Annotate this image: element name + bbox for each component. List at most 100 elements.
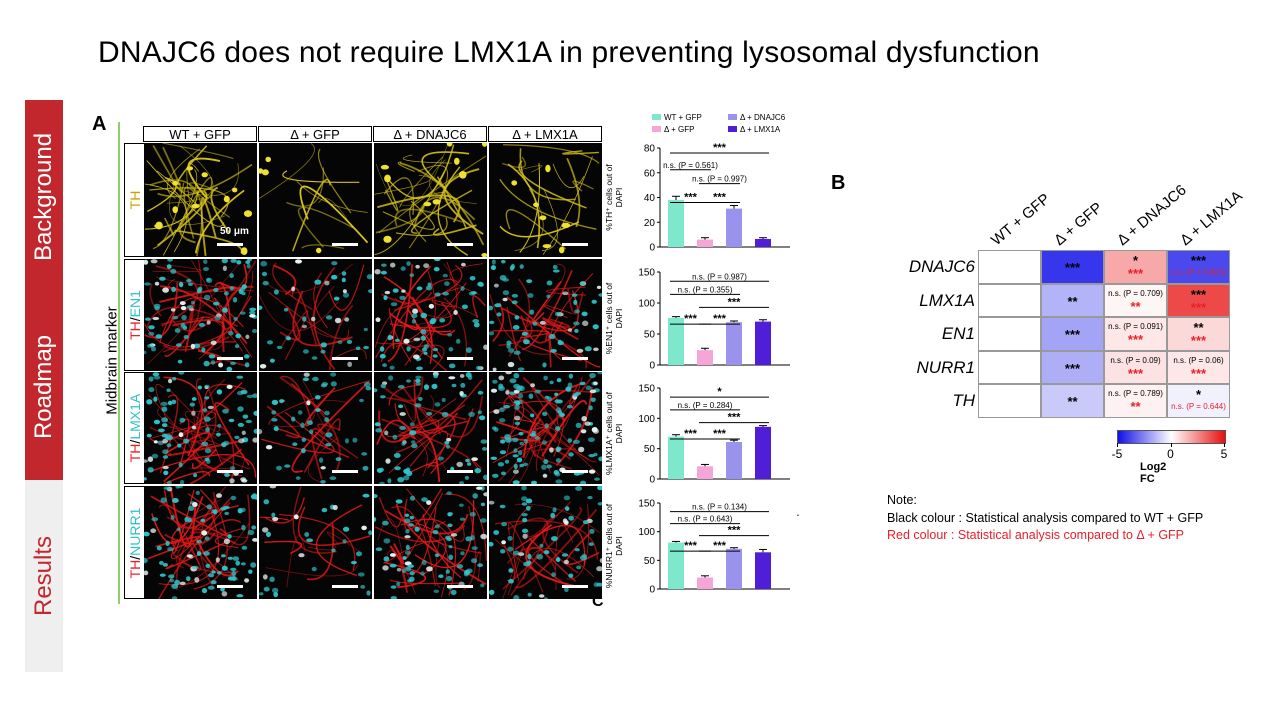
significance-label: *** <box>713 191 727 203</box>
heatmap-cell: *** <box>1041 317 1104 351</box>
panel-b-letter: B <box>831 172 846 194</box>
heatmap-cell: *** *** <box>1167 283 1230 317</box>
scale-bar <box>332 357 358 360</box>
colorbar-tick <box>1170 443 1172 447</box>
microscopy-texture <box>259 372 372 484</box>
heatmap-cell <box>978 384 1041 418</box>
side-tab-label: Roadmap <box>30 334 57 439</box>
heatmap-cell: *** n.s. (P = 0.803) <box>1167 250 1230 284</box>
slide-title: DNAJC6 does not require LMX1A in prevent… <box>98 36 1040 69</box>
y-tick-label: 0 <box>649 585 655 596</box>
y-tick-label: 50 <box>644 444 656 455</box>
microscopy-texture <box>374 143 487 257</box>
scale-bar <box>217 470 243 473</box>
significance-label: n.s. (P = 0.284) <box>678 401 733 410</box>
microscopy-image <box>489 372 602 484</box>
microscopy-image <box>259 486 372 599</box>
heatmap-red-label: *** <box>1190 365 1207 381</box>
microscopy-texture <box>144 372 257 484</box>
row-label-text: TH/LMX1A <box>126 393 143 463</box>
microscopy-texture <box>259 259 372 371</box>
column-header: Δ + GFP <box>258 126 372 142</box>
microscopy-image <box>374 259 487 371</box>
significance-label: * <box>717 386 722 398</box>
side-tab-roadmap[interactable]: Roadmap <box>25 293 63 480</box>
heatmap-cell <box>978 283 1041 317</box>
column-header: Δ + DNAJC6 <box>373 126 487 142</box>
bar <box>668 317 684 365</box>
legend-entry: Δ + LMX1A <box>740 125 781 134</box>
y-tick-label: 150 <box>638 268 655 279</box>
heatmap-red-label: *** <box>1127 365 1144 381</box>
significance-label: *** <box>713 540 727 552</box>
microscopy-texture <box>489 259 602 371</box>
significance-label: n.s. (P = 0.643) <box>678 515 733 524</box>
heatmap-black-label: n.s. (P = 0.789) <box>1108 389 1163 398</box>
colorbar-tick-label: 5 <box>1220 447 1228 461</box>
note-title: Note: <box>887 493 917 507</box>
side-tab-results[interactable]: Results <box>25 480 63 672</box>
colorbar-tick <box>1117 443 1118 447</box>
heatmap-black-label: *** <box>1064 360 1081 376</box>
microscopy-image <box>489 486 602 599</box>
scale-bar <box>447 470 473 473</box>
microscopy-image <box>144 372 257 484</box>
scale-bar <box>562 357 588 360</box>
side-tab-background[interactable]: Background <box>25 100 63 293</box>
heatmap-row-label: LMX1A <box>919 290 975 310</box>
heatmap-cell: ** <box>1041 384 1104 418</box>
microscopy-texture <box>489 372 602 484</box>
scale-bar <box>217 357 243 360</box>
row-label-text: TH/EN1 <box>126 290 143 340</box>
microscopy-image <box>489 143 602 257</box>
y-tick-label: 100 <box>638 414 655 425</box>
bar <box>668 199 684 247</box>
side-tab-label: Background <box>30 132 57 261</box>
significance-label: *** <box>684 540 698 552</box>
significance-label: *** <box>684 313 698 325</box>
colorbar <box>1117 430 1226 444</box>
microscopy-texture <box>374 486 487 599</box>
panel-a-green-rule <box>118 122 120 604</box>
y-tick-label: 80 <box>644 144 656 155</box>
legend-swatch <box>728 114 737 120</box>
bar <box>726 548 742 589</box>
significance-label: *** <box>713 313 727 325</box>
panel-c-letter-cropped: C <box>592 598 604 606</box>
colorbar-tick-label: -5 <box>1111 447 1123 461</box>
bar <box>697 239 713 247</box>
y-axis-label: %LMX1A⁺ cells out ofDAPI <box>604 391 624 475</box>
scale-bar <box>217 243 243 246</box>
bar <box>697 350 713 365</box>
heatmap-cell: n.s. (P = 0.709) ** <box>1104 283 1167 317</box>
scale-bar <box>562 243 588 246</box>
bar <box>755 426 771 479</box>
scale-bar <box>447 357 473 360</box>
microscopy-texture <box>259 486 372 598</box>
heatmap-red-label: *** <box>1127 266 1144 281</box>
heatmap-column-header: Δ + DNAJC6 <box>1114 181 1190 250</box>
bar <box>726 208 742 247</box>
heatmap-black-label: n.s. (P = 0.09) <box>1110 355 1161 365</box>
bar <box>755 238 771 247</box>
heatmap-red-label: *** <box>1190 333 1207 348</box>
heatmap-red-label: n.s. (P = 0.644) <box>1171 402 1226 411</box>
heatmap-cell: ** *** <box>1167 317 1230 351</box>
legend-swatch <box>652 126 661 132</box>
significance-label: n.s. (P = 0.355) <box>678 285 733 294</box>
legend-entry: WT + GFP <box>664 113 702 122</box>
heatmap-red-label: ** <box>1130 298 1141 314</box>
heatmap-cell: * n.s. (P = 0.644) <box>1167 384 1230 418</box>
heatmap-red-label: *** <box>1127 332 1144 347</box>
y-tick-label: 40 <box>644 193 656 204</box>
significance-label: *** <box>684 428 698 440</box>
bar <box>668 436 684 479</box>
significance-label: *** <box>728 296 742 308</box>
heatmap-black-label: ** <box>1067 293 1078 309</box>
microscopy-texture <box>259 143 369 254</box>
panel-a-letter: A <box>92 113 107 135</box>
heatmap-black-label: * <box>1195 387 1202 402</box>
heatmap-black-label: *** <box>1064 260 1081 275</box>
heatmap-red-label: n.s. (P = 0.803) <box>1171 268 1226 277</box>
colorbar-tick <box>1224 443 1225 447</box>
